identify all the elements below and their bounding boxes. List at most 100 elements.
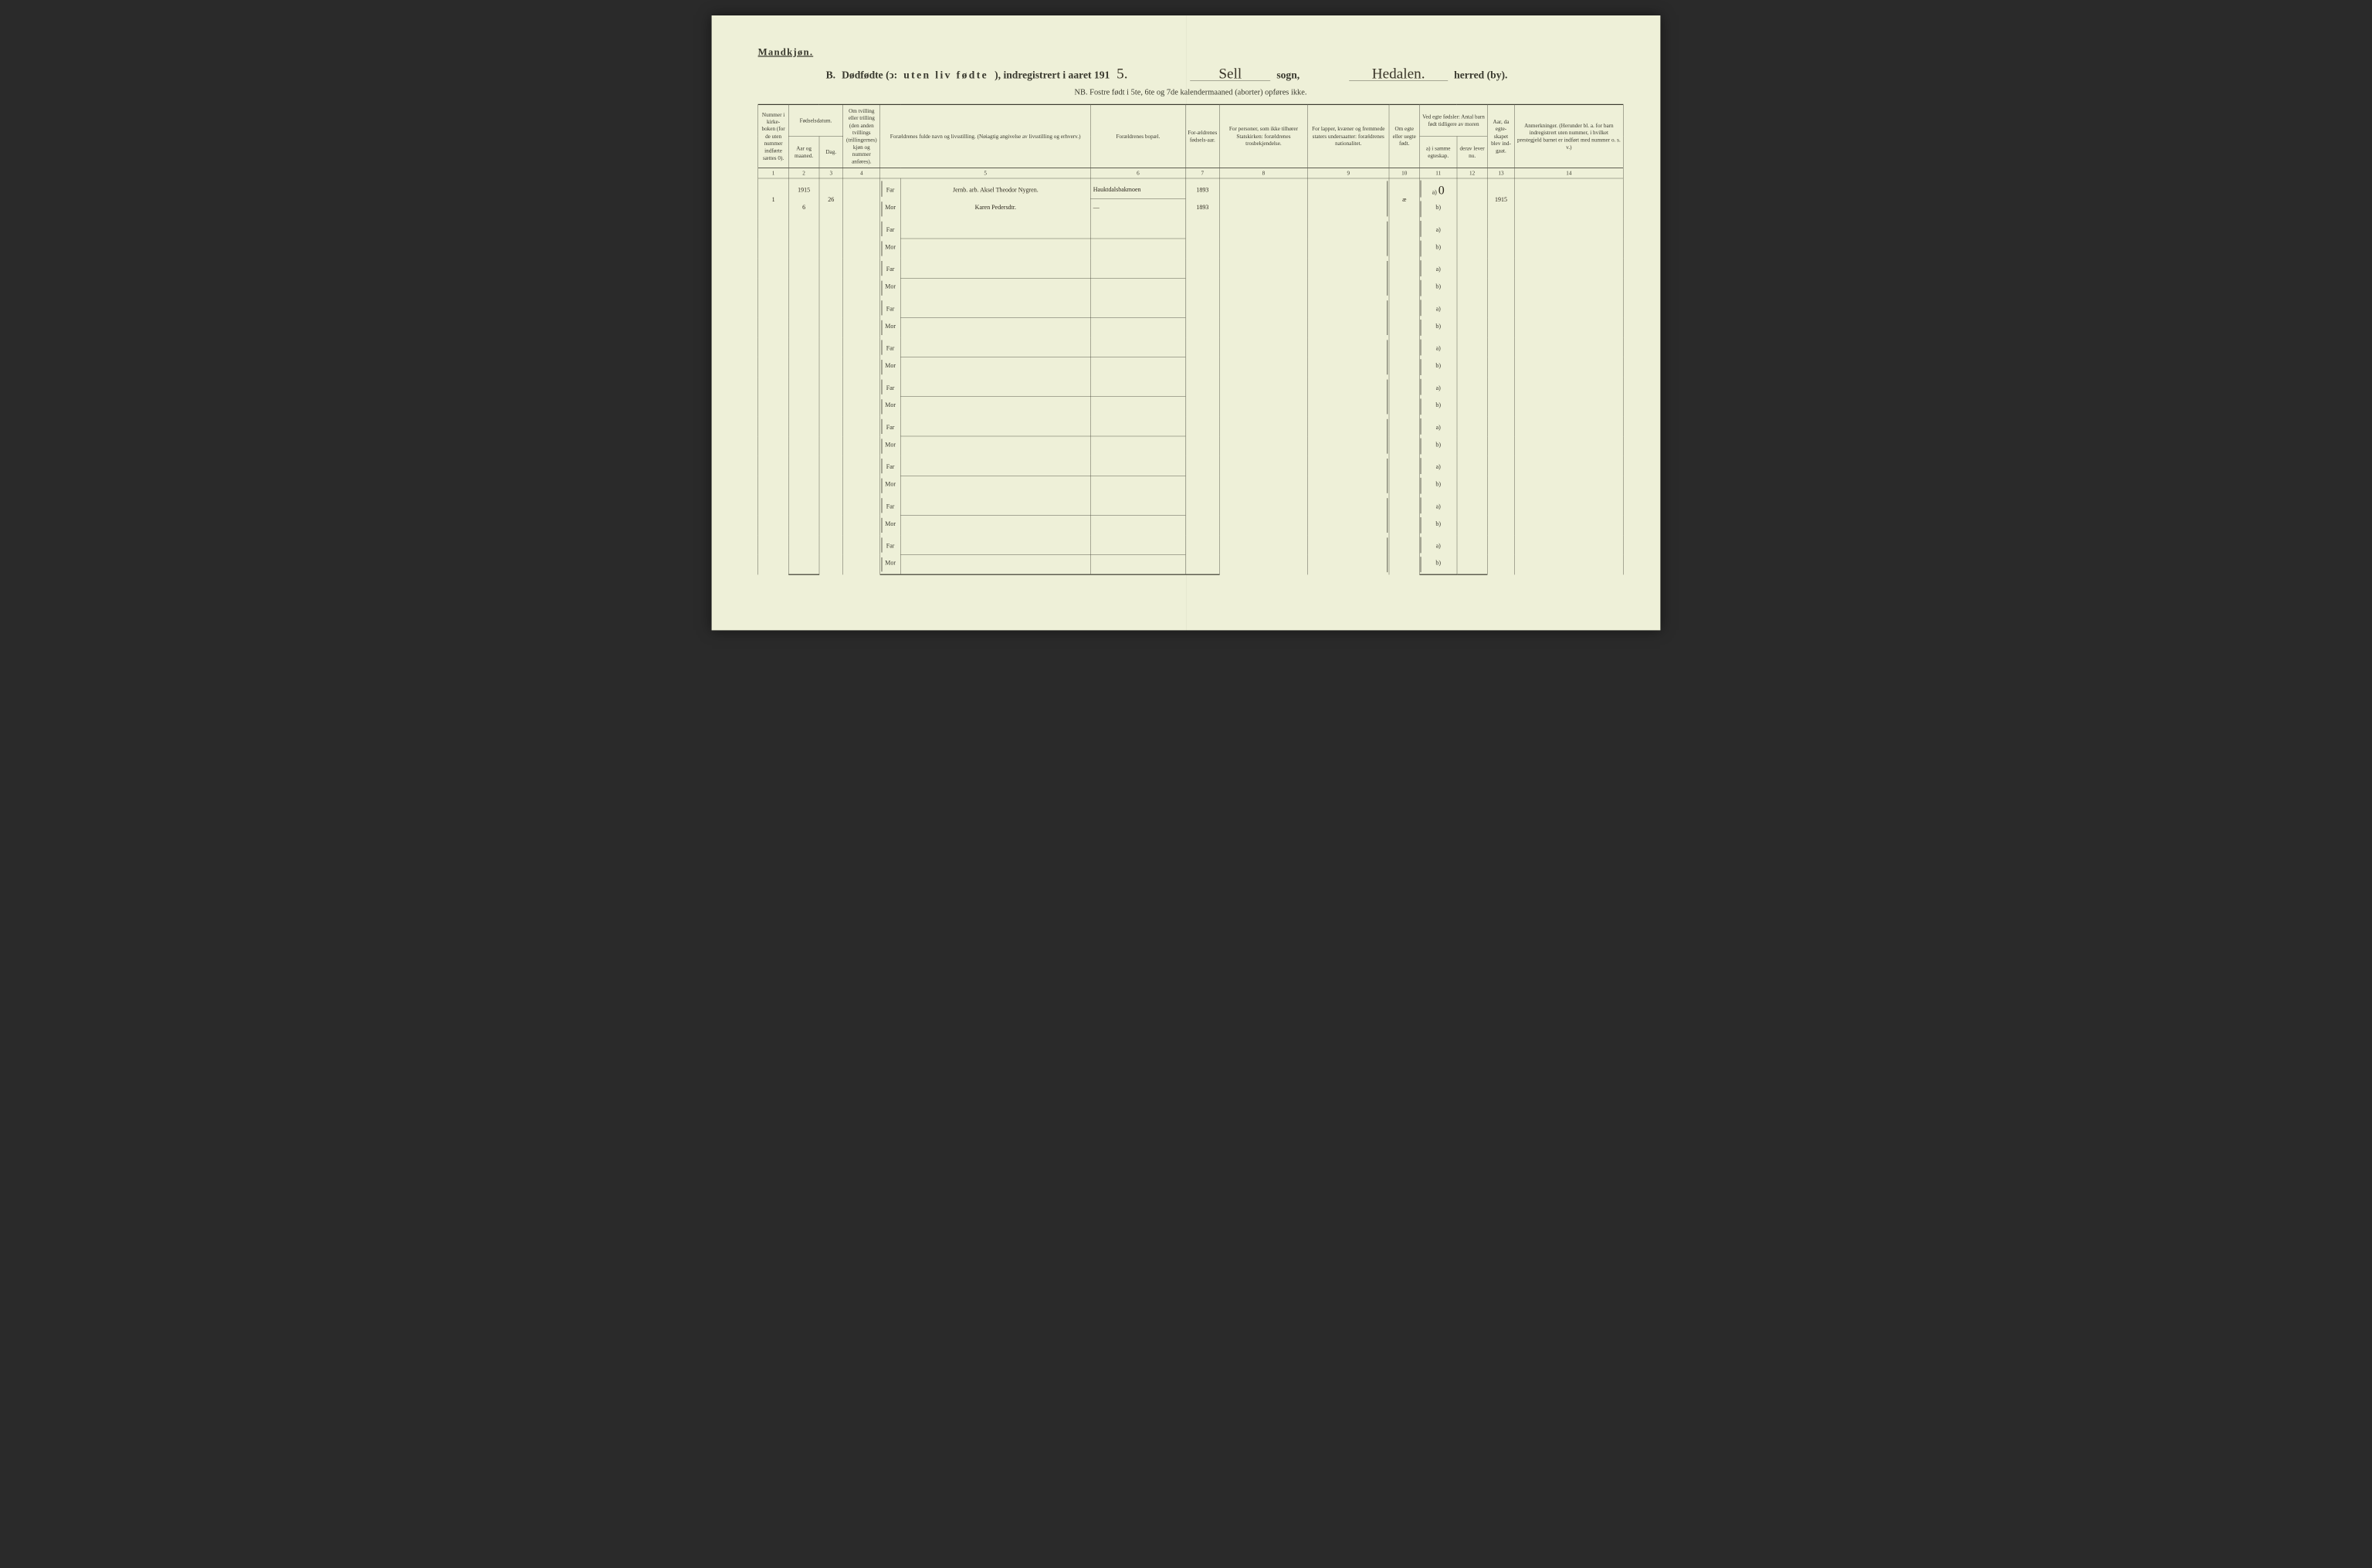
subtitle-note: NB. Fostre født i 5te, 6te og 7de kalend… bbox=[758, 87, 1624, 97]
blank-month bbox=[788, 357, 819, 378]
blank-mor-res bbox=[1090, 436, 1185, 456]
blank-far-res bbox=[1090, 218, 1185, 239]
blank-mor-res bbox=[1090, 317, 1185, 337]
blank-nationality bbox=[1308, 298, 1389, 337]
mor-residence: — bbox=[1090, 199, 1185, 219]
blank-a-live bbox=[1457, 456, 1488, 476]
blank-legitimacy bbox=[1389, 218, 1420, 258]
blank-religion bbox=[1219, 337, 1307, 377]
blank-religion bbox=[1219, 535, 1307, 574]
blank-mor-res bbox=[1090, 397, 1185, 417]
prev-b-label: b) bbox=[1420, 199, 1457, 219]
blank-mor-birth bbox=[1185, 436, 1219, 456]
blank-nationality bbox=[1308, 456, 1389, 496]
document-content: Mandkjøn. B. Dødfødte (ↄ: uten liv fødte… bbox=[758, 46, 1624, 605]
prev-a-value: 0 bbox=[1438, 183, 1445, 197]
blank-far-name bbox=[900, 496, 1090, 516]
blank-far-res bbox=[1090, 456, 1185, 476]
blank-far-birth bbox=[1185, 259, 1219, 279]
sogn-label: sogn, bbox=[1276, 69, 1300, 81]
entry-nationality bbox=[1308, 178, 1389, 219]
blank-legitimacy bbox=[1389, 416, 1420, 455]
blank-religion bbox=[1219, 377, 1307, 416]
title-line: B. Dødfødte (ↄ: uten liv fødte ), indreg… bbox=[826, 67, 1624, 81]
blank-year bbox=[788, 259, 819, 279]
blank-nationality bbox=[1308, 259, 1389, 298]
blank-mor-birth bbox=[1185, 239, 1219, 259]
blank-number bbox=[758, 377, 789, 416]
blank-a: a) bbox=[1420, 377, 1457, 397]
blank-a: a) bbox=[1420, 259, 1457, 279]
col-header-year-month: Aar og maaned. bbox=[788, 137, 819, 168]
blank-nationality bbox=[1308, 496, 1389, 535]
blank-a-live bbox=[1457, 496, 1488, 516]
col-header-twin: Om tvilling eller trilling (den anden tv… bbox=[843, 104, 880, 168]
blank-b-live bbox=[1457, 436, 1488, 456]
entry-marriage-year: 1915 bbox=[1487, 178, 1514, 219]
blank-mor-birth bbox=[1185, 555, 1219, 575]
blank-day bbox=[819, 298, 843, 337]
blank-remarks bbox=[1515, 337, 1624, 377]
blank-far-res bbox=[1090, 377, 1185, 397]
blank-mor-birth bbox=[1185, 397, 1219, 417]
far-label: Far bbox=[880, 259, 900, 279]
blank-far-birth bbox=[1185, 456, 1219, 476]
mor-label: Mor bbox=[880, 515, 900, 535]
blank-month bbox=[788, 278, 819, 298]
register-table: Nummer i kirke-boken (for de uten nummer… bbox=[758, 104, 1624, 575]
blank-mor-birth bbox=[1185, 357, 1219, 378]
blank-twin bbox=[843, 218, 880, 258]
far-label: Far bbox=[880, 377, 900, 397]
blank-b: b) bbox=[1420, 436, 1457, 456]
blank-year bbox=[788, 416, 819, 436]
col-header-parents: Forældrenes fulde navn og livsstilling. … bbox=[880, 104, 1090, 168]
col-header-marriage-year: Aar, da egte-skapet blev ind-gaat. bbox=[1487, 104, 1514, 168]
blank-year bbox=[788, 218, 819, 239]
blank-nationality bbox=[1308, 416, 1389, 455]
col-header-remarks: Anmerkninger. (Herunder bl. a. for barn … bbox=[1515, 104, 1624, 168]
entry-day: 26 bbox=[819, 178, 843, 219]
far-label: Far bbox=[880, 337, 900, 357]
blank-religion bbox=[1219, 259, 1307, 298]
blank-month bbox=[788, 239, 819, 259]
mor-label: Mor bbox=[880, 476, 900, 496]
blank-far-birth bbox=[1185, 496, 1219, 516]
blank-religion bbox=[1219, 416, 1307, 455]
blank-b-live bbox=[1457, 397, 1488, 417]
blank-mor-res bbox=[1090, 357, 1185, 378]
colnum-13: 13 bbox=[1487, 168, 1514, 178]
blank-a-live bbox=[1457, 377, 1488, 397]
colnum-6: 6 bbox=[1090, 168, 1185, 178]
title-main: Dødfødte (ↄ: bbox=[842, 69, 897, 81]
blank-remarks bbox=[1515, 456, 1624, 496]
herred-label: herred (by). bbox=[1454, 69, 1507, 81]
colnum-8: 8 bbox=[1219, 168, 1307, 178]
blank-far-birth bbox=[1185, 377, 1219, 397]
blank-day bbox=[819, 496, 843, 535]
blank-twin bbox=[843, 416, 880, 455]
blank-row-far: Fara) bbox=[758, 416, 1623, 436]
colnum-2: 2 bbox=[788, 168, 819, 178]
blank-a: a) bbox=[1420, 496, 1457, 516]
blank-b-live bbox=[1457, 278, 1488, 298]
entry-number: 1 bbox=[758, 178, 789, 219]
blank-b: b) bbox=[1420, 515, 1457, 535]
blank-b-live bbox=[1457, 555, 1488, 575]
far-residence: Hauktdalsbakmoen bbox=[1090, 178, 1185, 199]
far-label: Far bbox=[880, 416, 900, 436]
col-header-birthdate: Fødselsdatum. bbox=[788, 104, 842, 136]
blank-month bbox=[788, 555, 819, 575]
blank-b-live bbox=[1457, 476, 1488, 496]
blank-b: b) bbox=[1420, 317, 1457, 337]
blank-number bbox=[758, 298, 789, 337]
blank-b: b) bbox=[1420, 278, 1457, 298]
blank-mor-birth bbox=[1185, 278, 1219, 298]
mor-birth-year: 1893 bbox=[1185, 199, 1219, 219]
column-number-row: 1 2 3 4 5 6 7 8 9 10 11 12 13 14 bbox=[758, 168, 1623, 178]
blank-day bbox=[819, 377, 843, 416]
blank-a-live bbox=[1457, 259, 1488, 279]
blank-month bbox=[788, 397, 819, 417]
blank-b-live bbox=[1457, 317, 1488, 337]
blank-legitimacy bbox=[1389, 337, 1420, 377]
mor-label: Mor bbox=[880, 239, 900, 259]
